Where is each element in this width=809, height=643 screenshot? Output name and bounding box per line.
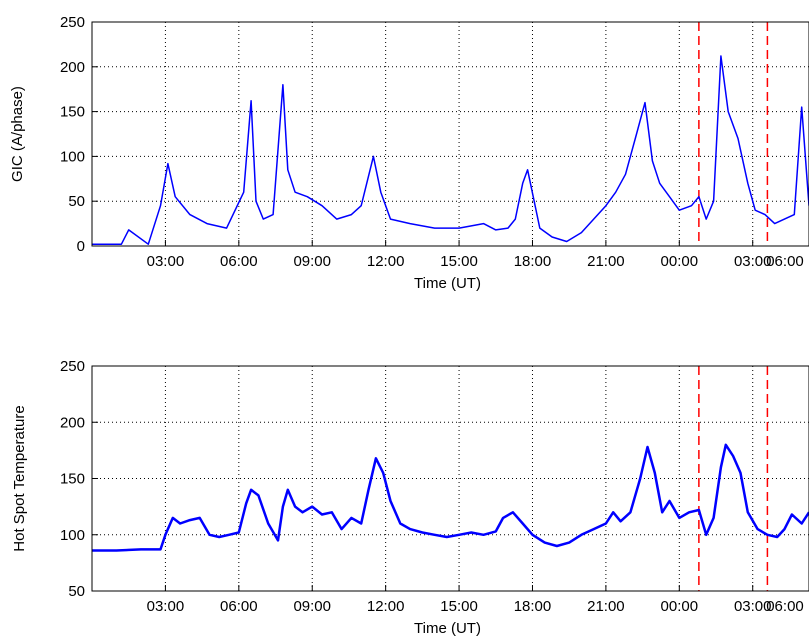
vertical-markers <box>698 22 769 246</box>
x-tick-label: 21:00 <box>587 253 625 270</box>
x-tick-label: 21:00 <box>587 598 625 615</box>
x-tick-label: 06:00 <box>766 253 804 270</box>
vertical-markers <box>698 366 769 591</box>
grid <box>92 366 809 591</box>
y-tick-label: 250 <box>60 358 85 375</box>
y-tick-labels: 50 100 150 200 250 <box>60 358 85 600</box>
y-tick-label: 200 <box>60 414 85 431</box>
series-line <box>92 443 809 552</box>
x-axis-label: Time (UT) <box>414 620 481 637</box>
x-tick-labels: 03:00 06:00 09:00 12:00 15:00 18:00 21:00 00:00… <box>147 598 804 615</box>
x-tick-label: 12:00 <box>367 253 405 270</box>
y-tick-label: 150 <box>60 471 85 488</box>
x-tick-label: 18:00 <box>514 598 552 615</box>
x-tick-label: 06:00 <box>220 598 258 615</box>
y-tick-label: 0 <box>77 238 85 255</box>
x-tick-label: 03:00 <box>734 253 772 270</box>
y-tick-label: 200 <box>60 59 85 76</box>
x-tick-label: 00:00 <box>661 253 699 270</box>
tick-marks <box>92 21 754 247</box>
axes-frame <box>91 365 809 592</box>
y-tick-labels: 0 50 100 150 200 250 <box>60 14 85 255</box>
y-axis-label: Hot Spot Temperature <box>11 405 28 551</box>
y-tick-label: 100 <box>60 148 85 165</box>
axes-frame <box>91 21 809 247</box>
x-tick-label: 15:00 <box>440 253 478 270</box>
y-tick-label: 100 <box>60 527 85 544</box>
x-tick-label: 18:00 <box>514 253 552 270</box>
x-tick-label: 03:00 <box>147 598 185 615</box>
x-tick-label: 12:00 <box>367 598 405 615</box>
x-tick-label: 15:00 <box>440 598 478 615</box>
x-tick-label: 09:00 <box>293 253 331 270</box>
x-tick-label: 03:00 <box>734 598 772 615</box>
temperature-series <box>92 443 809 552</box>
grid <box>92 22 809 246</box>
x-tick-label: 06:00 <box>220 253 258 270</box>
x-tick-label: 00:00 <box>661 598 699 615</box>
x-tick-labels: 03:00 06:00 09:00 12:00 15:00 18:00 21:00 00:00… <box>147 253 804 270</box>
x-tick-label: 03:00 <box>147 253 185 270</box>
y-tick-label: 250 <box>60 14 85 31</box>
y-tick-label: 50 <box>68 193 85 210</box>
x-axis-label: Time (UT) <box>414 275 481 292</box>
y-tick-label: 150 <box>60 104 85 121</box>
series-line <box>92 55 809 245</box>
y-tick-label: 50 <box>68 583 85 600</box>
gic-series <box>92 55 809 245</box>
tick-marks <box>92 365 754 592</box>
y-axis-label: GIC (A/phase) <box>9 86 26 182</box>
x-tick-label: 06:00 <box>766 598 804 615</box>
x-tick-label: 09:00 <box>293 598 331 615</box>
